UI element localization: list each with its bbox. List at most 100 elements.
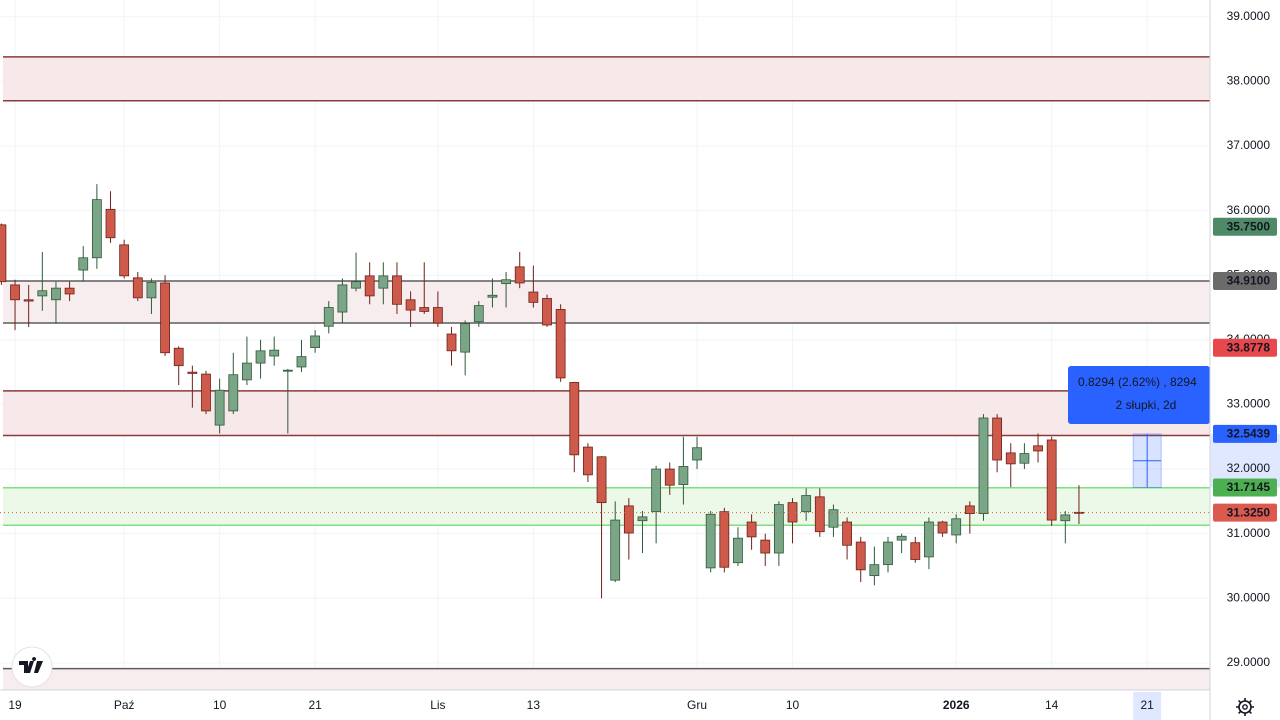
candle-body	[378, 275, 389, 289]
candle-body	[855, 541, 866, 571]
grid	[0, 0, 1210, 690]
candle-body	[119, 244, 130, 277]
measure-line2: 2 słupki, 2d	[1116, 398, 1177, 412]
y-tick-label: 36.0000	[1227, 203, 1271, 217]
price-label-bg	[1213, 217, 1277, 236]
x-tick-label: 21	[1140, 698, 1154, 712]
candle-body	[1033, 445, 1043, 452]
candle-body	[664, 468, 675, 486]
candle-body	[323, 307, 334, 327]
candle-body	[187, 371, 198, 374]
candle-body	[173, 347, 184, 367]
candle-body	[555, 309, 566, 379]
price-labels: 35.7500 34.9100 33.8778 32.5439 31.7145 31.32…	[1213, 217, 1277, 522]
overlay: 0.8294 (2.62%) , 8294 2 słupki, 2d	[0, 366, 1280, 720]
x-tick-label: 13	[527, 698, 541, 712]
zone	[3, 390, 1210, 436]
price-label: 32.5439	[1227, 427, 1271, 441]
candle-body	[746, 521, 757, 538]
price-label-bg	[1213, 478, 1277, 497]
candle-body	[637, 516, 648, 522]
candle-body	[460, 323, 471, 353]
candles	[0, 184, 1084, 599]
candle-body	[432, 307, 443, 324]
candle-body	[351, 281, 361, 289]
candle-body	[733, 537, 743, 564]
x-tick-label: 19	[8, 698, 22, 712]
candle-body	[1074, 511, 1084, 514]
candle-body	[678, 466, 689, 485]
candle-body	[310, 335, 321, 348]
candle-body	[446, 333, 457, 352]
candle-body	[392, 275, 402, 305]
candle-body	[160, 282, 170, 354]
x-tick-label: Lis	[430, 698, 445, 712]
y-tick-label: 32.0000	[1227, 461, 1271, 475]
candle-body	[719, 511, 730, 568]
candle-body	[569, 382, 580, 456]
zone	[3, 487, 1210, 526]
measure-box: 0.8294 (2.62%) , 8294 2 słupki, 2d	[1068, 366, 1210, 424]
candle-body	[146, 281, 157, 299]
price-label-bg	[1213, 503, 1277, 522]
candle-body	[51, 287, 61, 301]
candle-body	[282, 369, 293, 372]
price-label-bg	[1213, 338, 1277, 357]
zone	[3, 56, 1210, 101]
x-tick-label: 10	[213, 698, 227, 712]
candle-body	[1046, 439, 1057, 521]
candle-body	[201, 373, 211, 412]
y-tick-label: 33.0000	[1227, 397, 1271, 411]
candle-body	[773, 504, 784, 554]
zone	[3, 281, 1210, 324]
candle-body	[610, 519, 621, 581]
candle-body	[964, 505, 975, 515]
candle-body	[337, 284, 348, 313]
candle-body	[105, 208, 116, 239]
candle-body	[23, 299, 34, 302]
x-tick-label: 2026	[943, 698, 970, 712]
y-tick-label: 29.0000	[1227, 655, 1271, 669]
candle-body	[542, 298, 552, 326]
candle-body	[692, 447, 702, 461]
y-tick-label: 39.0000	[1227, 9, 1271, 23]
measure-box-bg	[1068, 366, 1210, 424]
price-label-bg	[1213, 272, 1277, 291]
candle-body	[528, 291, 539, 303]
candle-body	[501, 279, 511, 285]
candle-body	[896, 535, 907, 541]
zones	[3, 56, 1210, 690]
level-shade	[3, 668, 1210, 690]
candle-body	[951, 518, 962, 536]
candle-body	[487, 294, 498, 298]
candle-body	[405, 299, 416, 311]
settings-button[interactable]	[1236, 698, 1254, 716]
candle-body	[1005, 452, 1016, 465]
y-tick-label: 31.0000	[1227, 526, 1271, 540]
candle-body	[801, 495, 812, 513]
candle-body	[269, 349, 280, 357]
candle-body	[296, 356, 307, 368]
candle-body	[78, 257, 89, 271]
candle-body	[869, 564, 880, 577]
price-label: 33.8778	[1227, 340, 1271, 354]
y-tick-label: 37.0000	[1227, 138, 1271, 152]
x-tick-label: Paź	[114, 698, 135, 712]
candle-body	[364, 275, 375, 297]
candle-body	[214, 389, 225, 426]
candle-body	[828, 509, 839, 528]
candle-body	[978, 417, 989, 515]
candle-body	[596, 456, 607, 504]
candle-body	[242, 362, 252, 381]
candle-body	[419, 307, 430, 312]
tradingview-logo[interactable]	[11, 646, 53, 688]
price-label: 31.7145	[1227, 480, 1271, 494]
candle-body	[583, 446, 593, 476]
x-tick-label: 21	[308, 698, 322, 712]
candle-body	[623, 505, 634, 534]
candle-body	[992, 417, 1003, 461]
y-tick-label: 38.0000	[1227, 74, 1271, 88]
candle-body	[0, 224, 7, 283]
